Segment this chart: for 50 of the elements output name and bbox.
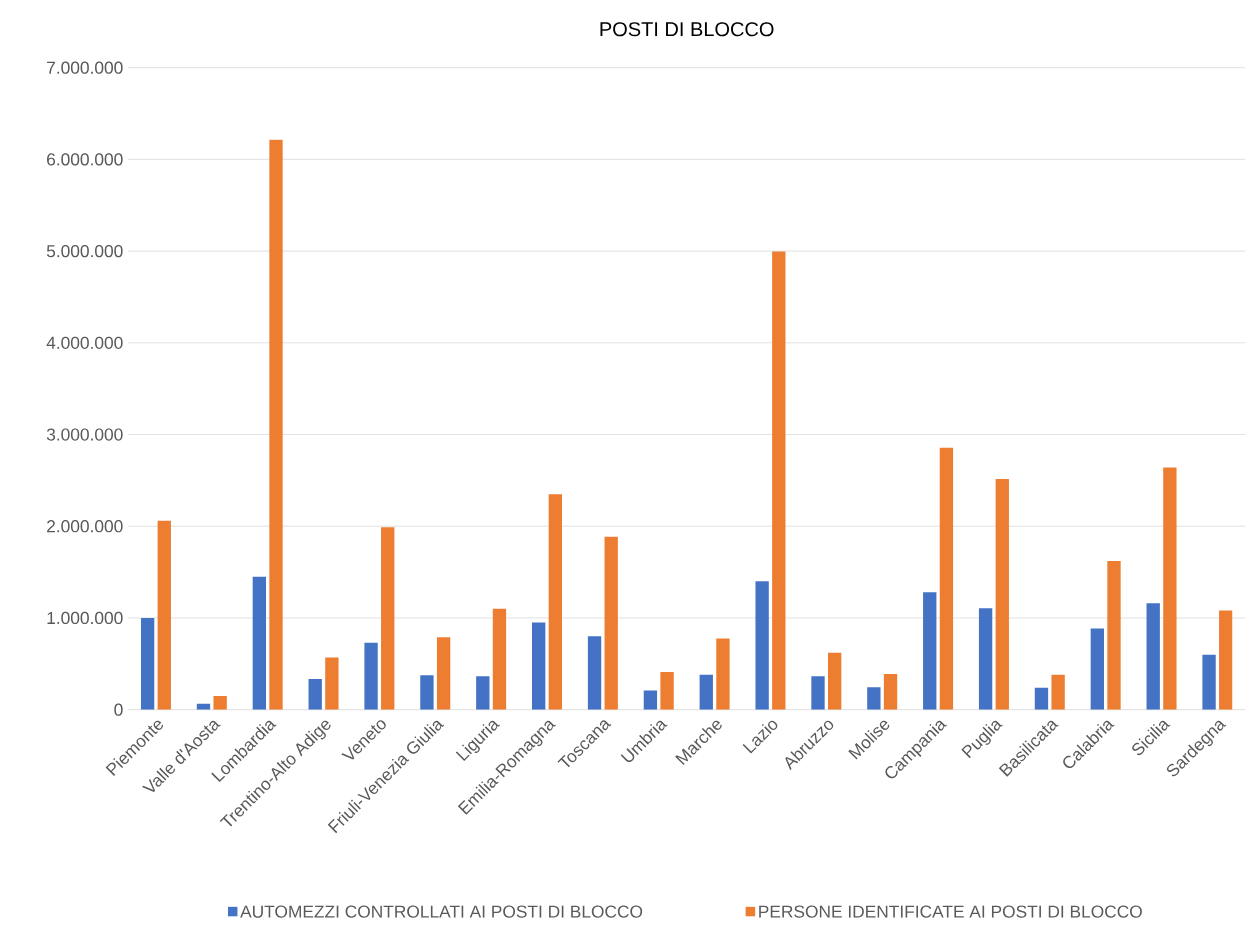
bar (716, 638, 730, 710)
bar (548, 494, 563, 710)
bar (308, 678, 322, 710)
bar (755, 581, 769, 710)
y-tick-label: 4.000.000 (46, 336, 123, 349)
legend-label: PERSONE IDENTIFICATE AI POSTI DI BLOCCO (759, 905, 1142, 918)
bar (364, 642, 378, 710)
y-tick-label: 5.000.000 (46, 245, 123, 258)
bar (1146, 603, 1160, 710)
y-tick-label: 7.000.000 (47, 61, 123, 74)
legend-label: AUTOMEZZI CONTROLLATI AI POSTI DI BLOCCO (240, 905, 643, 918)
bar (811, 676, 825, 710)
bar (1107, 561, 1121, 710)
bar (1163, 467, 1177, 710)
bar (532, 622, 546, 710)
bar (643, 690, 658, 710)
bar (867, 687, 881, 710)
bar (252, 576, 267, 710)
bar (604, 536, 618, 710)
bar (1219, 610, 1233, 710)
bar (1051, 674, 1065, 710)
bar (978, 608, 993, 710)
bar (381, 527, 395, 710)
bar (660, 672, 674, 710)
bar (420, 675, 434, 710)
bar (1034, 687, 1049, 710)
y-tick-label: 3.000.000 (46, 428, 123, 441)
bar (436, 637, 451, 710)
bar (772, 251, 786, 710)
bar (587, 636, 602, 710)
bar (699, 674, 713, 710)
bar (140, 617, 155, 710)
bar (995, 479, 1009, 710)
y-tick-label: 2.000.000 (47, 520, 123, 533)
bar (883, 673, 898, 710)
bar (213, 695, 227, 710)
bar (325, 657, 339, 710)
y-tick-label: 6.000.000 (47, 153, 123, 166)
bar (828, 652, 842, 710)
y-tick-label: 0 (114, 703, 123, 716)
y-tick-label: 1.000.000 (47, 611, 123, 625)
bar (923, 592, 937, 710)
bar (157, 520, 171, 710)
bar (939, 447, 954, 710)
bar (476, 676, 490, 710)
bar (492, 608, 507, 710)
bar (269, 139, 283, 710)
bar (1202, 654, 1216, 710)
bar (1090, 628, 1104, 710)
chart-title: POSTI DI BLOCCO (600, 22, 774, 37)
